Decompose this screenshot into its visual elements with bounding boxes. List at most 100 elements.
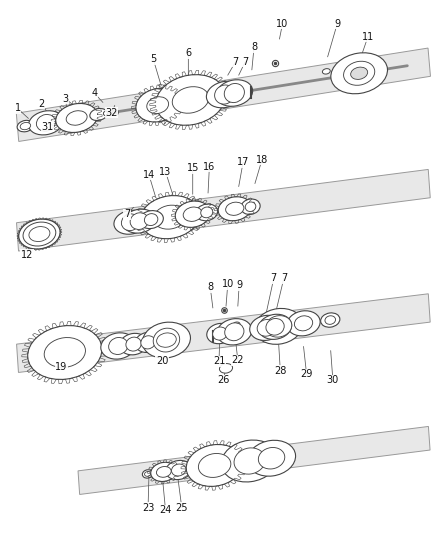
Ellipse shape <box>254 309 303 344</box>
Text: 23: 23 <box>142 503 154 513</box>
Ellipse shape <box>234 448 265 474</box>
Text: 16: 16 <box>203 162 215 172</box>
Ellipse shape <box>183 207 202 221</box>
Ellipse shape <box>156 466 171 477</box>
Ellipse shape <box>29 227 50 241</box>
Ellipse shape <box>20 123 31 130</box>
Text: 14: 14 <box>143 169 155 180</box>
Ellipse shape <box>123 209 156 233</box>
Text: 5: 5 <box>150 54 156 64</box>
Text: 12: 12 <box>21 249 33 260</box>
Ellipse shape <box>23 222 56 246</box>
Ellipse shape <box>153 205 187 229</box>
Text: 7: 7 <box>281 273 287 284</box>
Ellipse shape <box>155 75 226 125</box>
Ellipse shape <box>151 462 177 481</box>
Text: 2: 2 <box>39 99 45 109</box>
Ellipse shape <box>114 211 147 234</box>
Ellipse shape <box>217 319 252 345</box>
Text: 11: 11 <box>362 32 374 42</box>
Ellipse shape <box>250 316 283 341</box>
Ellipse shape <box>66 111 87 125</box>
Ellipse shape <box>215 85 235 104</box>
Text: 21: 21 <box>213 356 225 366</box>
Text: 15: 15 <box>187 163 199 173</box>
Text: 28: 28 <box>274 366 286 376</box>
Ellipse shape <box>139 211 163 229</box>
Text: 32: 32 <box>106 108 118 117</box>
Text: 7: 7 <box>124 209 130 220</box>
Ellipse shape <box>287 311 320 336</box>
Ellipse shape <box>135 332 161 352</box>
Text: 8: 8 <box>207 282 213 292</box>
Text: 20: 20 <box>156 356 168 366</box>
Ellipse shape <box>221 440 278 482</box>
Ellipse shape <box>201 207 213 218</box>
Ellipse shape <box>90 109 107 120</box>
Text: 18: 18 <box>256 155 268 165</box>
Ellipse shape <box>219 364 233 373</box>
Ellipse shape <box>206 82 243 108</box>
Ellipse shape <box>142 470 153 478</box>
Ellipse shape <box>198 454 231 478</box>
Text: 9: 9 <box>334 19 340 29</box>
Ellipse shape <box>36 115 56 131</box>
Ellipse shape <box>321 313 340 327</box>
Ellipse shape <box>343 61 375 85</box>
Ellipse shape <box>101 333 136 359</box>
Text: 6: 6 <box>185 49 191 58</box>
Text: 19: 19 <box>55 362 67 372</box>
Ellipse shape <box>258 314 292 340</box>
Ellipse shape <box>172 464 186 476</box>
Ellipse shape <box>28 326 102 379</box>
Ellipse shape <box>136 88 180 122</box>
Ellipse shape <box>109 337 128 354</box>
Text: 3: 3 <box>63 94 69 104</box>
Ellipse shape <box>265 316 292 337</box>
Ellipse shape <box>196 204 218 221</box>
Ellipse shape <box>142 322 191 358</box>
Text: 17: 17 <box>237 157 249 167</box>
Text: 8: 8 <box>251 43 257 52</box>
Text: 10: 10 <box>276 19 289 29</box>
Ellipse shape <box>247 440 296 476</box>
Ellipse shape <box>153 328 180 352</box>
Ellipse shape <box>258 448 285 469</box>
Text: 7: 7 <box>271 273 277 284</box>
Ellipse shape <box>245 202 256 212</box>
Text: 22: 22 <box>232 355 244 365</box>
Ellipse shape <box>130 213 148 230</box>
Ellipse shape <box>218 197 251 221</box>
Ellipse shape <box>266 319 284 335</box>
Ellipse shape <box>53 119 60 124</box>
Ellipse shape <box>224 84 244 102</box>
Text: 10: 10 <box>222 279 234 289</box>
Ellipse shape <box>322 69 330 74</box>
Ellipse shape <box>145 214 158 225</box>
Ellipse shape <box>166 461 192 480</box>
Ellipse shape <box>17 120 34 132</box>
Text: 24: 24 <box>159 505 172 515</box>
Ellipse shape <box>216 80 253 106</box>
Ellipse shape <box>175 201 210 228</box>
Ellipse shape <box>213 327 227 340</box>
Ellipse shape <box>294 316 313 331</box>
Ellipse shape <box>141 336 155 349</box>
Ellipse shape <box>19 219 60 249</box>
Text: 7: 7 <box>233 56 239 67</box>
Ellipse shape <box>207 324 233 344</box>
Ellipse shape <box>126 337 141 351</box>
Ellipse shape <box>241 199 260 214</box>
Polygon shape <box>17 169 430 251</box>
Text: 4: 4 <box>91 88 97 98</box>
Polygon shape <box>78 426 430 495</box>
Polygon shape <box>16 48 431 141</box>
Polygon shape <box>17 294 430 373</box>
Ellipse shape <box>351 67 367 79</box>
Ellipse shape <box>28 111 64 135</box>
Text: 26: 26 <box>217 375 230 385</box>
Text: 1: 1 <box>14 103 21 114</box>
Ellipse shape <box>225 323 244 341</box>
Ellipse shape <box>140 196 200 239</box>
Text: 25: 25 <box>176 503 188 513</box>
